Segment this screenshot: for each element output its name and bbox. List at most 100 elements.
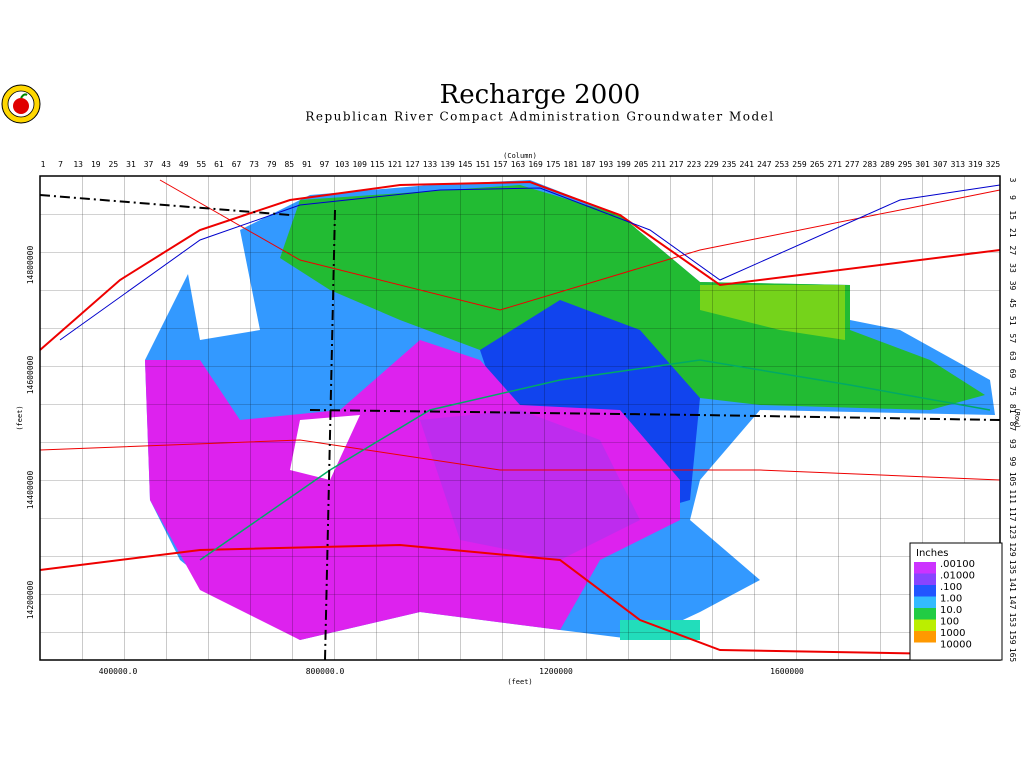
column-tick-label: 289 — [880, 160, 895, 169]
ticks: 1 7 13 19 25 31 37 43 49 55 61 67 73 79 85 91 97 103 109 11… — [26, 160, 1017, 676]
column-tick-label: 145 — [458, 160, 473, 169]
road — [159, 179, 1001, 311]
county-grid — [40, 176, 1000, 660]
column-tick-label: 187 — [581, 160, 596, 169]
row-tick-label: 153 — [1008, 613, 1017, 628]
column-tick-label: 127 — [405, 160, 420, 169]
column-label: (Column) — [503, 152, 537, 160]
legend: Inches .00100.01000.1001.0010.0100100010… — [909, 542, 1003, 661]
row-tick-label: 141 — [1008, 577, 1017, 592]
row-label: (Row) — [1013, 407, 1021, 428]
column-tick-label: 67 — [232, 160, 242, 169]
column-tick-label: 283 — [863, 160, 878, 169]
column-tick-label: 91 — [302, 160, 312, 169]
row-tick-label: 111 — [1008, 489, 1017, 504]
column-tick-label: 25 — [109, 160, 119, 169]
y-feet-tick-label: 14200000 — [26, 581, 35, 620]
column-tick-label: 151 — [476, 160, 491, 169]
legend-label: .100 — [940, 582, 962, 593]
row-tick-label: 39 — [1008, 281, 1017, 291]
legend-label: 1.00 — [940, 594, 962, 605]
column-tick-label: 235 — [722, 160, 737, 169]
column-tick-label: 103 — [335, 160, 350, 169]
column-tick-label: 313 — [951, 160, 966, 169]
column-tick-label: 79 — [267, 160, 277, 169]
legend-label: .00100 — [940, 559, 975, 570]
column-tick-label: 223 — [687, 160, 702, 169]
logo — [1, 84, 41, 124]
x-feet-tick-label: 400000.0 — [99, 667, 138, 676]
row-tick-label: 123 — [1008, 525, 1017, 540]
column-tick-label: 115 — [370, 160, 385, 169]
y-feet-tick-label: 14600000 — [26, 356, 35, 395]
row-tick-label: 93 — [1008, 439, 1017, 449]
legend-label: 10000 — [940, 640, 972, 651]
row-tick-label: 21 — [1008, 228, 1017, 238]
column-tick-label: 259 — [792, 160, 807, 169]
y-feet-tick-label: 14400000 — [26, 471, 35, 510]
title: Recharge 2000 — [440, 80, 641, 110]
row-tick-label: 75 — [1008, 386, 1017, 396]
legend-swatch — [914, 562, 936, 574]
column-tick-label: 121 — [388, 160, 403, 169]
x-feet-tick-label: 1600000 — [770, 667, 804, 676]
row-tick-label: 15 — [1008, 210, 1017, 220]
row-tick-label: 51 — [1008, 316, 1017, 326]
row-tick-label: 129 — [1008, 542, 1017, 557]
y-feet-tick-label: 14800000 — [26, 246, 35, 285]
column-tick-label: 265 — [810, 160, 825, 169]
legend-label: 100 — [940, 617, 959, 628]
row-tick-label: 105 — [1008, 472, 1017, 487]
row-tick-label: 81 — [1008, 404, 1017, 414]
column-tick-label: 271 — [827, 160, 842, 169]
column-tick-label: 193 — [599, 160, 614, 169]
row-tick-label: 45 — [1008, 298, 1017, 308]
state-line — [39, 194, 291, 216]
column-tick-label: 109 — [352, 160, 367, 169]
legend-swatch — [914, 608, 936, 620]
row-tick-label: 117 — [1008, 507, 1017, 522]
column-tick-label: 97 — [320, 160, 330, 169]
state-line — [324, 209, 336, 661]
road — [39, 180, 1001, 351]
column-tick-label: 199 — [616, 160, 631, 169]
row-tick-label: 135 — [1008, 560, 1017, 575]
column-tick-label: 73 — [249, 160, 259, 169]
column-tick-label: 241 — [739, 160, 754, 169]
column-tick-label: 133 — [423, 160, 438, 169]
row-tick-label: 69 — [1008, 369, 1017, 379]
row-tick-label: 165 — [1008, 648, 1017, 663]
column-tick-label: 85 — [284, 160, 294, 169]
row-tick-label: 147 — [1008, 595, 1017, 610]
column-tick-label: 61 — [214, 160, 224, 169]
legend-swatch — [914, 619, 936, 631]
column-tick-label: 253 — [775, 160, 790, 169]
column-tick-label: 1 — [41, 160, 46, 169]
column-tick-label: 205 — [634, 160, 649, 169]
row-tick-label: 99 — [1008, 457, 1017, 467]
column-tick-label: 169 — [528, 160, 543, 169]
road — [39, 439, 1001, 481]
x-feet-tick-label: 1200000 — [539, 667, 573, 676]
column-tick-label: 55 — [197, 160, 207, 169]
column-tick-label: 13 — [73, 160, 83, 169]
column-tick-label: 247 — [757, 160, 772, 169]
column-tick-label: 307 — [933, 160, 948, 169]
column-tick-label: 181 — [564, 160, 579, 169]
column-tick-label: 43 — [161, 160, 171, 169]
legend-title: Inches — [916, 548, 949, 559]
column-tick-label: 319 — [968, 160, 983, 169]
river — [59, 184, 1001, 341]
column-tick-label: 139 — [440, 160, 455, 169]
column-tick-label: 49 — [179, 160, 189, 169]
subtitle: Republican River Compact Administration … — [305, 110, 774, 124]
column-tick-label: 277 — [845, 160, 860, 169]
map-frame — [39, 175, 1001, 661]
row-tick-label: 57 — [1008, 334, 1017, 344]
row-tick-label: 87 — [1008, 421, 1017, 431]
legend-swatch — [914, 642, 936, 654]
column-tick-label: 31 — [126, 160, 136, 169]
row-tick-label: 3 — [1008, 178, 1017, 183]
row-tick-label: 33 — [1008, 263, 1017, 273]
column-tick-label: 37 — [144, 160, 154, 169]
